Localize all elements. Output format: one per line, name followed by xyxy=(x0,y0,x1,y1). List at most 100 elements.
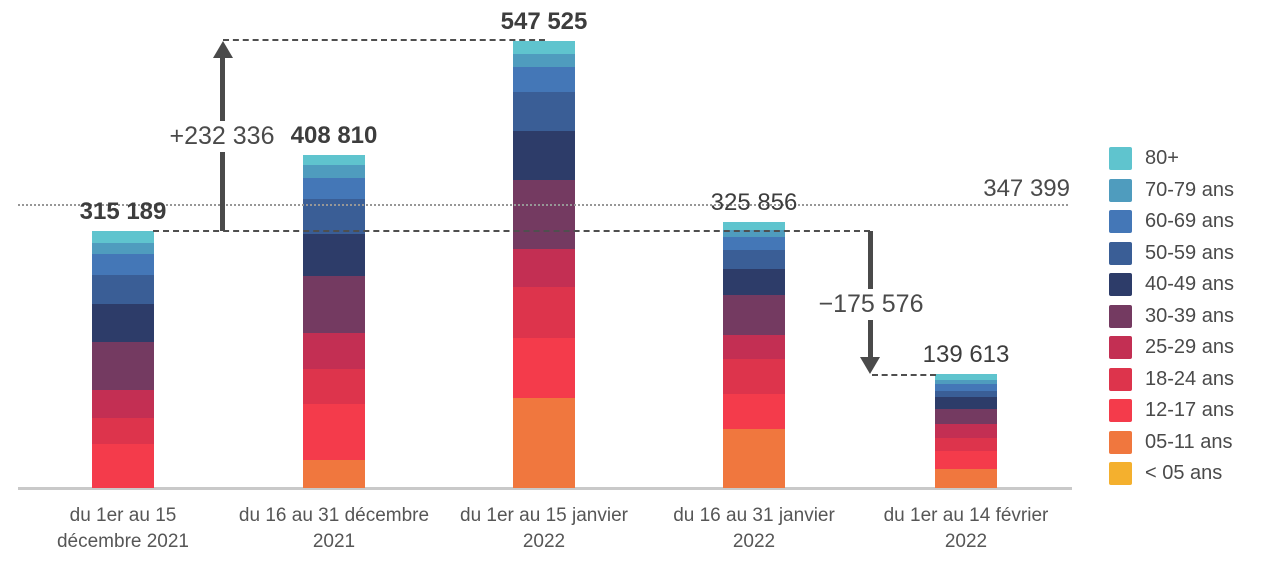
bar-segment xyxy=(513,248,575,288)
bar-segment xyxy=(723,229,785,237)
legend-swatch-icon xyxy=(1109,147,1132,170)
legend-swatch-icon xyxy=(1109,304,1132,328)
bar-segment xyxy=(935,384,997,392)
bar-segment xyxy=(303,368,365,404)
x-axis-label-line: du 16 au 31 décembre xyxy=(238,505,430,526)
bar-segment xyxy=(513,287,575,338)
bar-segment xyxy=(92,390,154,418)
bar-segment xyxy=(935,409,997,425)
legend-swatch-icon xyxy=(1109,273,1132,296)
bar-segment xyxy=(935,374,997,380)
bar-segment xyxy=(723,428,785,488)
bar-segment xyxy=(723,393,785,429)
legend-item: 70-79 ans xyxy=(1109,178,1234,202)
legend-item: 12-17 ans xyxy=(1109,399,1234,422)
bar-segment xyxy=(303,177,365,199)
legend-swatch-icon xyxy=(1109,367,1132,391)
x-axis-category-label: du 1er au 14 février 2022 xyxy=(854,503,1078,555)
x-axis-line xyxy=(18,487,1072,490)
legend-label: 05-11 ans xyxy=(1145,430,1233,453)
bar-segment xyxy=(513,92,575,132)
bar-segment xyxy=(935,424,997,439)
legend-swatch-icon xyxy=(1109,178,1132,202)
legend-swatch-icon xyxy=(1109,399,1132,422)
bar-segment xyxy=(935,396,997,410)
bar-segment xyxy=(513,67,575,93)
bar-segment xyxy=(303,234,365,277)
dashed-line-feb xyxy=(872,374,936,376)
x-axis-label-line: du 1er au 15 xyxy=(69,505,177,526)
bar-total-label: 315 189 xyxy=(79,197,167,225)
bar-segment xyxy=(92,417,154,445)
x-axis-label-line: 2022 xyxy=(944,531,988,553)
legend-label: 18-24 ans xyxy=(1145,367,1234,390)
bar-segment xyxy=(935,468,997,488)
bar-segment xyxy=(92,254,154,276)
legend-item: 05-11 ans xyxy=(1109,430,1234,454)
legend-label: < 05 ans xyxy=(1145,462,1223,484)
arrow-up-icon xyxy=(213,41,233,58)
bar-segment xyxy=(513,337,575,398)
legend-swatch-icon xyxy=(1109,241,1132,265)
legend-item: 25-29 ans xyxy=(1109,336,1234,359)
bar-segment xyxy=(723,236,785,251)
reference-line-label: 347 399 xyxy=(983,175,1070,202)
bar-segment xyxy=(723,222,785,230)
legend-swatch-icon xyxy=(1109,430,1132,454)
bar-segment xyxy=(303,154,365,166)
reference-dotted-line xyxy=(18,204,1068,206)
arrow-down-icon xyxy=(860,357,880,374)
bar-total-label: 325 856 xyxy=(710,189,798,217)
x-axis-label-line: du 16 au 31 janvier xyxy=(673,505,835,526)
legend-item: 80+ xyxy=(1109,147,1234,170)
legend-label: 12-17 ans xyxy=(1145,399,1234,421)
bar-segment xyxy=(513,41,575,54)
bar-segment xyxy=(723,358,785,394)
x-axis-label-line: du 1er au 14 février xyxy=(883,505,1049,526)
bar-segment xyxy=(303,333,365,369)
bar-segment xyxy=(513,131,575,180)
bar-segment xyxy=(92,304,154,342)
legend-item: 40-49 ans xyxy=(1109,273,1234,296)
bar-segment xyxy=(303,459,365,488)
x-axis-label-line: 2022 xyxy=(522,531,566,553)
bar-segment xyxy=(935,450,997,469)
bar-segment xyxy=(92,230,154,243)
bar-segment xyxy=(723,295,785,336)
bar-segment xyxy=(303,276,365,334)
legend-label: 40-49 ans xyxy=(1145,273,1234,295)
bar-segment xyxy=(723,335,785,359)
bar-total-label: 139 613 xyxy=(922,341,1010,369)
legend-item: 50-59 ans xyxy=(1109,241,1234,265)
legend-label: 50-59 ans xyxy=(1145,241,1234,264)
bar-segment xyxy=(935,379,997,385)
legend-item: < 05 ans xyxy=(1109,462,1234,485)
bar-segment xyxy=(935,438,997,451)
legend-label: 80+ xyxy=(1145,147,1179,169)
legend-label: 70-79 ans xyxy=(1145,178,1234,201)
bar-segment xyxy=(513,179,575,249)
legend-label: 25-29 ans xyxy=(1145,336,1234,358)
bar-segment xyxy=(935,391,997,397)
bar-segment xyxy=(303,403,365,460)
legend-item: 30-39 ans xyxy=(1109,304,1234,328)
bar-segment xyxy=(303,165,365,178)
x-axis-label-line: 2022 xyxy=(732,531,776,553)
bar-segment xyxy=(513,398,575,488)
x-axis-category-label: du 1er au 15 janvier 2022 xyxy=(432,503,656,555)
decrease-annotation: −175 576 xyxy=(812,289,930,320)
bar-total-label: 408 810 xyxy=(290,121,378,149)
legend-swatch-icon xyxy=(1109,336,1132,359)
x-axis-category-label: du 16 au 31 janvier 2022 xyxy=(642,503,866,555)
legend-swatch-icon xyxy=(1109,462,1132,485)
bar-segment xyxy=(513,53,575,68)
legend-label: 30-39 ans xyxy=(1145,304,1234,327)
legend-item: 60-69 ans xyxy=(1109,210,1234,233)
bar-segment xyxy=(92,342,154,391)
bar-segment xyxy=(723,268,785,296)
bar-segment xyxy=(92,242,154,255)
x-axis-category-label: du 1er au 15 décembre 2021 xyxy=(11,503,235,555)
legend-label: 60-69 ans xyxy=(1145,210,1234,232)
legend-swatch-icon xyxy=(1109,210,1132,233)
